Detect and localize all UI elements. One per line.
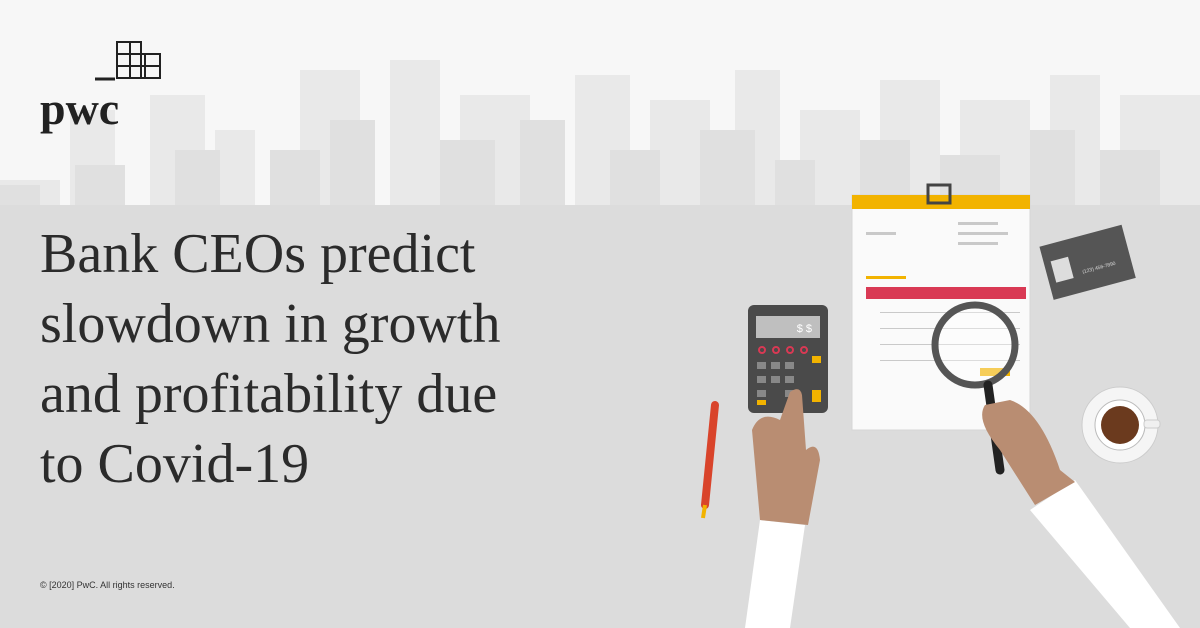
magnifier-part xyxy=(931,301,1019,389)
clipboard-part-part xyxy=(958,232,1008,235)
calculator-part xyxy=(757,356,821,405)
calculator-part-part xyxy=(812,356,821,363)
business-card-part xyxy=(1039,224,1136,300)
headline: Bank CEOs predict slowdown in growth and… xyxy=(40,223,500,495)
hands-part xyxy=(982,400,1075,505)
hands-part xyxy=(1030,480,1180,628)
hands-part xyxy=(752,389,820,525)
calculator-part-part xyxy=(771,362,780,369)
calculator-display: $ $ xyxy=(797,323,812,335)
clipboard-part-part xyxy=(866,232,896,235)
calculator-part-part xyxy=(785,376,794,383)
headline-line: to Covid-19 xyxy=(40,433,309,495)
clipboard-part-part xyxy=(880,360,1020,361)
hands-part xyxy=(745,520,805,628)
hands xyxy=(745,389,1180,628)
calculator-part-part xyxy=(812,390,821,402)
coffee xyxy=(1081,386,1161,464)
calculator-part-part xyxy=(757,400,766,405)
calculator-part xyxy=(756,316,820,338)
calculator-part-part xyxy=(772,346,780,354)
pen xyxy=(701,401,719,519)
clipboard-part xyxy=(866,287,1026,299)
calculator-part xyxy=(758,346,808,354)
calculator-part-part xyxy=(785,362,794,369)
clipboard-part-part xyxy=(880,344,1020,345)
clipboard-part xyxy=(926,183,952,205)
coffee-part xyxy=(1143,419,1161,429)
copyright: © [2020] PwC. All rights reserved. xyxy=(40,580,175,590)
pen-part xyxy=(701,401,719,509)
calculator-part-part xyxy=(757,362,766,369)
calculator: $ $ xyxy=(748,305,828,413)
coffee-part xyxy=(1101,406,1139,444)
calculator-part-part xyxy=(757,390,766,397)
calculator-part-part xyxy=(800,346,808,354)
calculator-part-part xyxy=(771,376,780,383)
clipboard-part xyxy=(980,368,1010,376)
headline-line: and profitability due xyxy=(40,363,497,425)
calculator-part-part xyxy=(757,376,766,383)
headline-line: Bank CEOs predict xyxy=(40,223,476,285)
clipboard-part xyxy=(866,276,906,279)
clipboard-part-part xyxy=(958,222,998,225)
clipboard-part-part xyxy=(880,328,1020,329)
calculator-part-part xyxy=(758,346,766,354)
illustration: (123) 456-7890 $ $ xyxy=(701,183,1180,628)
pen-part xyxy=(701,504,707,519)
logo: pwc xyxy=(40,41,161,134)
clipboard xyxy=(851,183,1031,431)
headline-line: slowdown in growth xyxy=(40,293,500,355)
clipboard-part-part xyxy=(958,242,998,245)
business-card-part xyxy=(1050,256,1074,283)
logo-text: pwc xyxy=(40,83,119,134)
calculator-part-part xyxy=(786,346,794,354)
logo-mark xyxy=(95,41,161,81)
business-card: (123) 456-7890 xyxy=(1039,224,1136,300)
